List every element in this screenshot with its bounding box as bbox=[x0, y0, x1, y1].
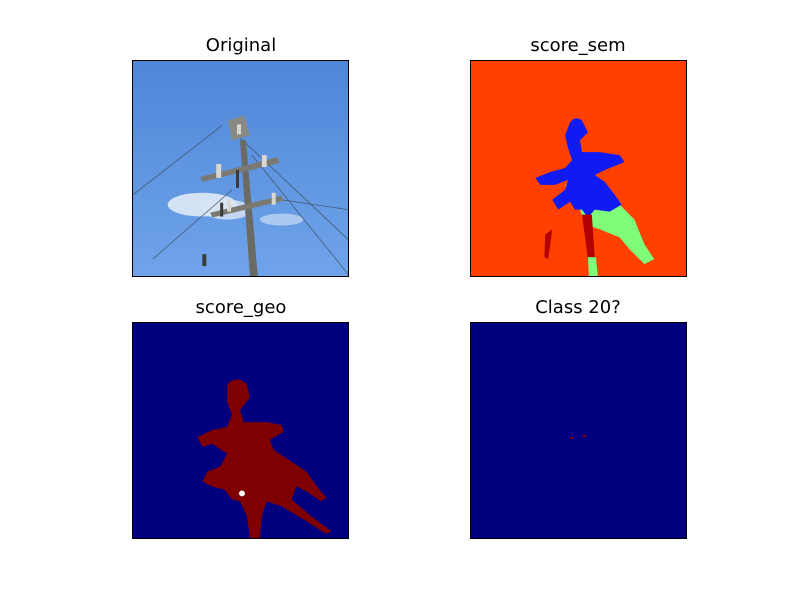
sem-dark-region bbox=[581, 214, 595, 260]
class-20-map bbox=[471, 323, 686, 538]
original-photo bbox=[133, 61, 348, 276]
panel-score-sem bbox=[470, 60, 687, 277]
score-geo-map bbox=[133, 323, 348, 538]
class20-background-region bbox=[471, 323, 686, 538]
panel-title-original: Original bbox=[205, 35, 277, 56]
panel-title-class-20: Class 20? bbox=[535, 297, 621, 318]
panel-title-score-geo: score_geo bbox=[195, 297, 287, 318]
geo-pole-region bbox=[197, 379, 332, 538]
panel-class-20 bbox=[470, 322, 687, 539]
panel-title-score-sem: score_sem bbox=[530, 35, 626, 56]
panel-score-geo bbox=[132, 322, 349, 539]
score-sem-map bbox=[471, 61, 686, 276]
sem-pole-region bbox=[535, 118, 625, 218]
panel-original-image bbox=[132, 60, 349, 277]
class20-spot bbox=[570, 436, 574, 439]
